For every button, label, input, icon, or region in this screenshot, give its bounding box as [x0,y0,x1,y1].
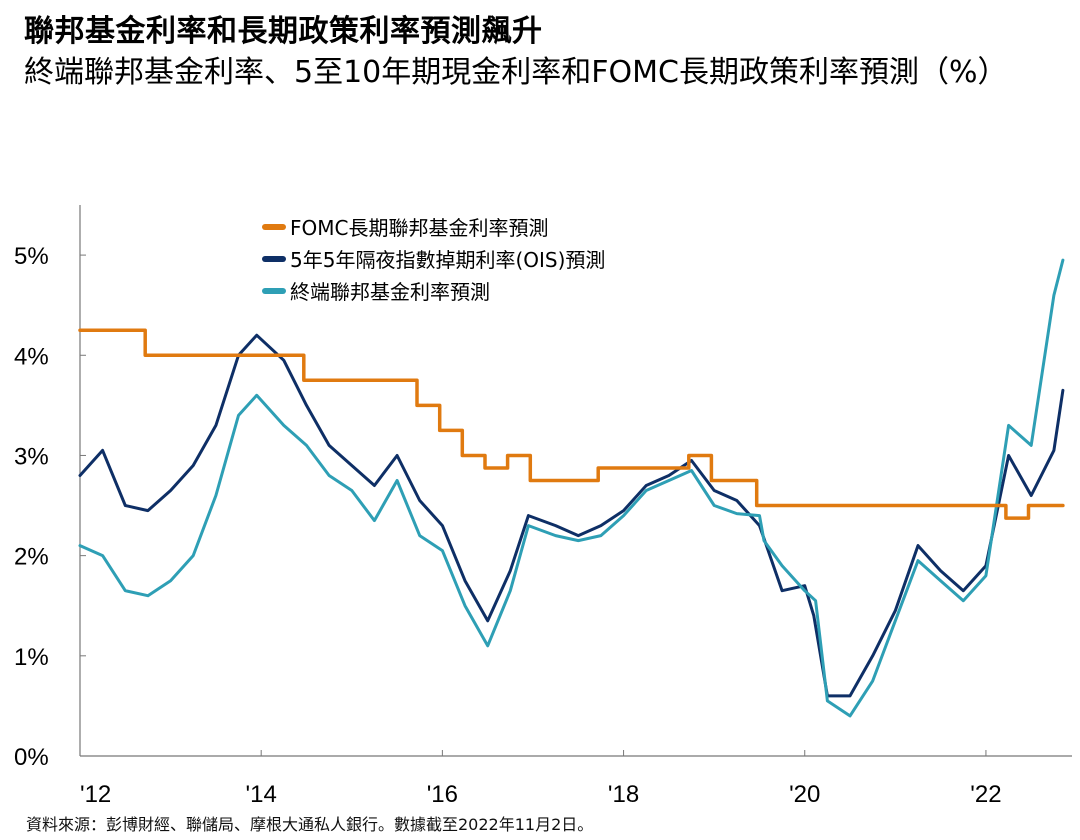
chart-subtitle: 終端聯邦基金利率、5至10年期現金利率和FOMC長期政策利率預測（%） [24,55,1008,90]
chart-title: 聯邦基金利率和長期政策利率預測飆升 [24,14,543,49]
x-tick-label: '16 [427,781,458,808]
legend-label: 5年5年隔夜指數掉期利率(OIS)預測 [290,248,605,272]
chart-axes: 0% 1% 2% 3% 4% 5% '12 '14 '16 '18 '20 '22 [14,205,1072,808]
terminal-rate-series [78,258,1065,718]
fomc-long-run-series [78,328,1065,520]
y-tick-label: 5% [14,243,49,270]
legend-label: FOMC長期聯邦基金利率預測 [290,216,548,240]
source-note: 資料來源：彭博財經、聯儲局、摩根大通私人銀行。數據截至2022年11月2日。 [26,815,594,834]
series-layer [78,258,1065,718]
y-tick-label: 4% [14,343,49,370]
x-tick-label: '22 [970,781,1001,808]
x-tick-label: '12 [80,781,111,808]
legend: FOMC長期聯邦基金利率預測 5年5年隔夜指數掉期利率(OIS)預測終端聯邦基金利… [262,216,605,304]
ois-5y5y-series [78,333,1065,698]
x-tick-label: '20 [789,781,820,808]
y-tick-label: 2% [14,544,49,571]
y-tick-label: 0% [14,744,49,771]
y-tick-label: 3% [14,443,49,470]
legend-label: 終端聯邦基金利率預測 [290,280,490,304]
x-tick-label: '14 [246,781,277,808]
y-tick-label: 1% [14,644,49,671]
x-tick-label: '18 [608,781,639,808]
